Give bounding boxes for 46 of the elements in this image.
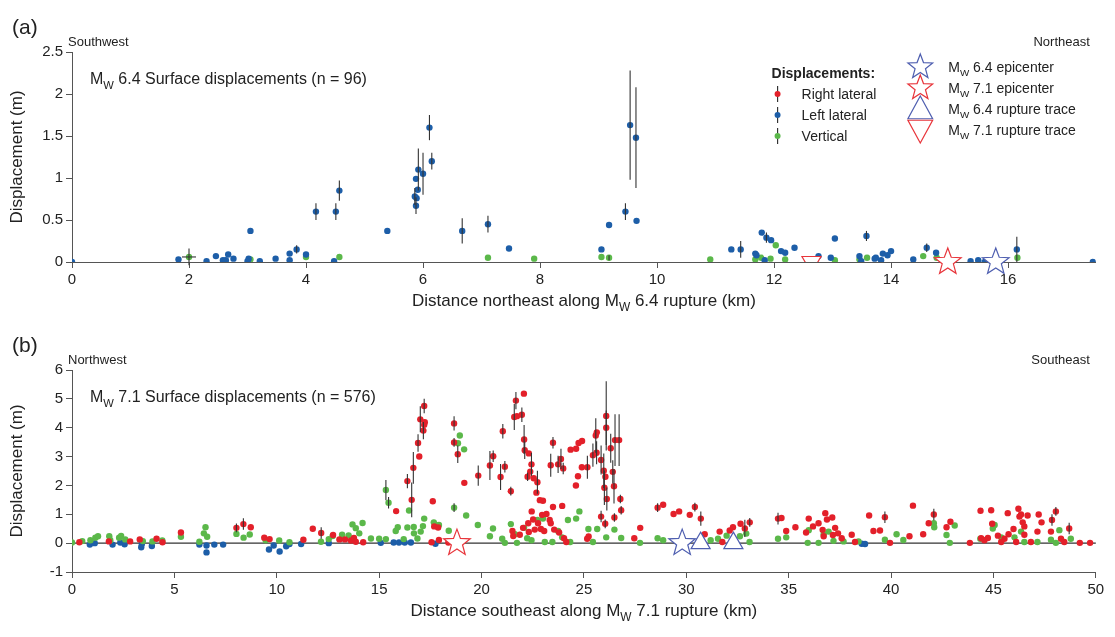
chart-title: (a) [12,15,38,38]
x-tick-label: 10 [268,580,286,598]
text: Southwest [68,34,130,49]
x-tick-label: 6 [418,270,428,288]
x-tick-label: 45 [985,580,1002,598]
y-axis-title: Displacement (m) [7,90,26,224]
y-tick-label: 0 [54,533,63,551]
x-tick-label: 4 [301,270,311,288]
text: Northwest [68,352,127,367]
x-tick-label: 16 [999,270,1017,288]
legend-title: Displacements: [771,65,876,81]
y-tick-label: 1.5 [42,126,63,144]
y-tick-label: 1 [54,504,63,522]
y-tick-label: 5 [54,389,63,406]
y-tick-label: 2.5 [42,42,63,60]
x-tick-label: 50 [1087,580,1105,598]
y-tick-label: 0 [54,252,63,270]
x-tick-label: 20 [473,580,490,598]
text: Southeast [1031,352,1091,367]
y-tick-label: 2 [54,475,63,493]
y-tick-label: 4 [54,417,63,435]
x-tick-label: 35 [780,580,797,598]
x-tick-label: 40 [882,580,900,598]
legend-label: Right lateral [801,86,877,102]
y-tick-label: 2 [54,84,63,102]
x-tick-label: 14 [882,270,900,288]
y-tick-label: 1 [54,168,63,186]
x-tick-label: 8 [535,270,545,288]
x-tick-label: 30 [677,580,695,598]
x-tick-label: 2 [184,270,194,288]
legend-label: Left lateral [801,107,867,123]
y-tick-label: 3 [54,446,63,464]
x-tick-label: 12 [765,270,783,288]
chart-title: (b) [12,333,38,356]
legend-label: Vertical [801,128,848,144]
y-tick-label: -1 [49,562,63,580]
x-tick-label: 5 [170,580,179,598]
y-tick-label: 6 [54,360,63,378]
x-tick-label: 0 [67,580,77,598]
y-axis-title: Displacement (m) [7,404,26,538]
x-tick-label: 25 [575,580,593,598]
x-tick-label: 10 [648,270,666,288]
y-tick-label: 0.5 [42,210,63,228]
x-tick-label: 15 [370,580,388,598]
x-tick-label: 0 [67,270,77,288]
text: Northeast [1033,34,1091,49]
